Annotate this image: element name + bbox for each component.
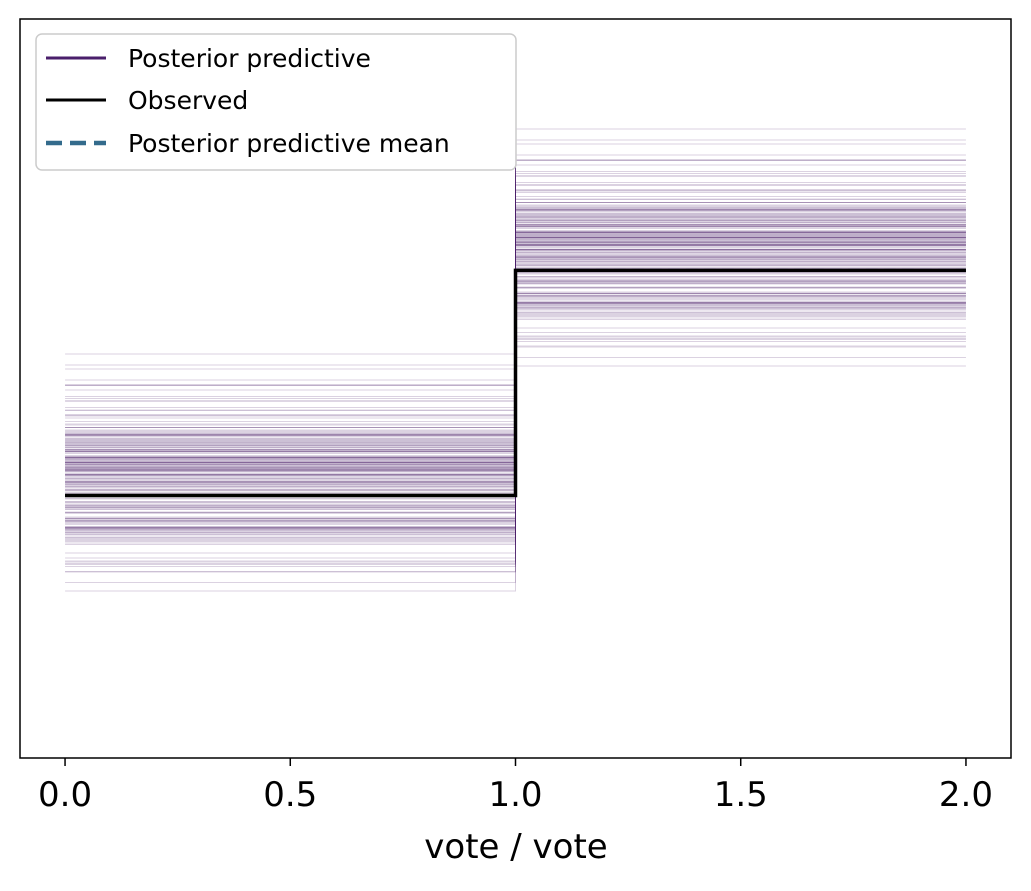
legend: Posterior predictive Observed Posterior … <box>35 33 517 171</box>
observed-line-group <box>65 268 966 498</box>
ppc-sample-line <box>65 154 966 381</box>
legend-label-posterior: Posterior predictive <box>128 44 371 73</box>
legend-label-observed: Observed <box>128 86 248 115</box>
x-tick-label: 1.5 <box>714 775 768 815</box>
x-tick-label: 0.5 <box>263 775 317 815</box>
ppc-sample-line <box>65 139 966 366</box>
x-tick-label: 1.0 <box>488 775 542 815</box>
ppc-sample-line <box>65 143 966 370</box>
ppc-sample-line <box>65 128 966 355</box>
legend-box <box>35 33 517 171</box>
x-axis-label: vote / vote <box>424 827 607 867</box>
x-tick-label: 0.0 <box>38 775 92 815</box>
x-axis-ticks: 0.0 0.5 1.0 1.5 2.0 <box>38 758 993 815</box>
x-tick-label: 2.0 <box>939 775 993 815</box>
observed-step-line <box>65 268 966 498</box>
legend-label-mean: Posterior predictive mean <box>128 129 450 158</box>
